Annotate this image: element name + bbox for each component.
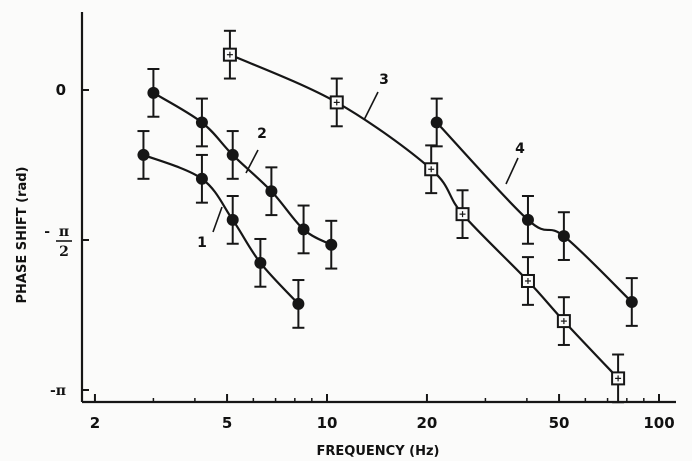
svg-text:2: 2 [59,244,69,260]
curve-labels: 1 2 3 4 [197,72,525,251]
data-point-circle [254,256,267,269]
curve-label-3: 3 [363,72,389,121]
svg-text:-: - [44,224,50,240]
data-point-square [455,207,470,222]
data-point-circle [226,213,239,226]
svg-text:4: 4 [515,141,525,157]
x-tick-label: 20 [417,414,438,432]
data-point-circle [297,223,310,236]
data-point-circle [625,295,638,308]
chart-axes [80,12,676,404]
data-point-circle [137,148,150,161]
svg-text:π: π [59,224,69,240]
data-point-circle [557,230,570,243]
data-point-square [222,47,237,62]
data-point-circle [195,172,208,185]
y-tick-label: 0 [56,81,66,99]
data-point-square [520,273,535,288]
y-axis-ticks: 0- π2-π [44,81,89,399]
data-point-circle [195,116,208,129]
data-point-square [424,162,439,177]
curve-3 [229,53,619,380]
y-tick-label: -π [50,383,66,399]
data-point-square [329,95,344,110]
data-markers [137,47,638,386]
svg-text:1: 1 [197,235,207,251]
fit-curves [143,53,633,380]
x-tick-label: 50 [549,414,570,432]
data-point-square [611,371,626,386]
curve-1 [143,153,300,305]
data-point-circle [292,297,305,310]
y-axis-title: PHASE SHIFT (rad) [15,167,30,304]
y-tick-label: - π 2 [44,224,72,260]
curve-label-4: 4 [505,141,525,185]
data-point-circle [265,185,278,198]
data-point-circle [430,116,443,129]
curve-label-1: 1 [197,206,223,251]
svg-text:3: 3 [379,72,389,88]
data-point-square [556,314,571,329]
x-axis-title: FREQUENCY (Hz) [317,444,440,459]
x-tick-label: 100 [643,414,674,432]
x-axis-ticks: 2 5 10 20 50 100 [90,394,675,432]
x-tick-label: 10 [317,414,338,432]
data-point-circle [147,86,160,99]
x-tick-label: 5 [222,414,232,432]
svg-text:2: 2 [257,126,267,142]
x-tick-label: 2 [90,414,100,432]
curve-4 [435,121,633,303]
curve-label-2: 2 [245,126,267,174]
data-point-circle [521,213,534,226]
data-point-circle [226,148,239,161]
data-point-circle [325,238,338,251]
